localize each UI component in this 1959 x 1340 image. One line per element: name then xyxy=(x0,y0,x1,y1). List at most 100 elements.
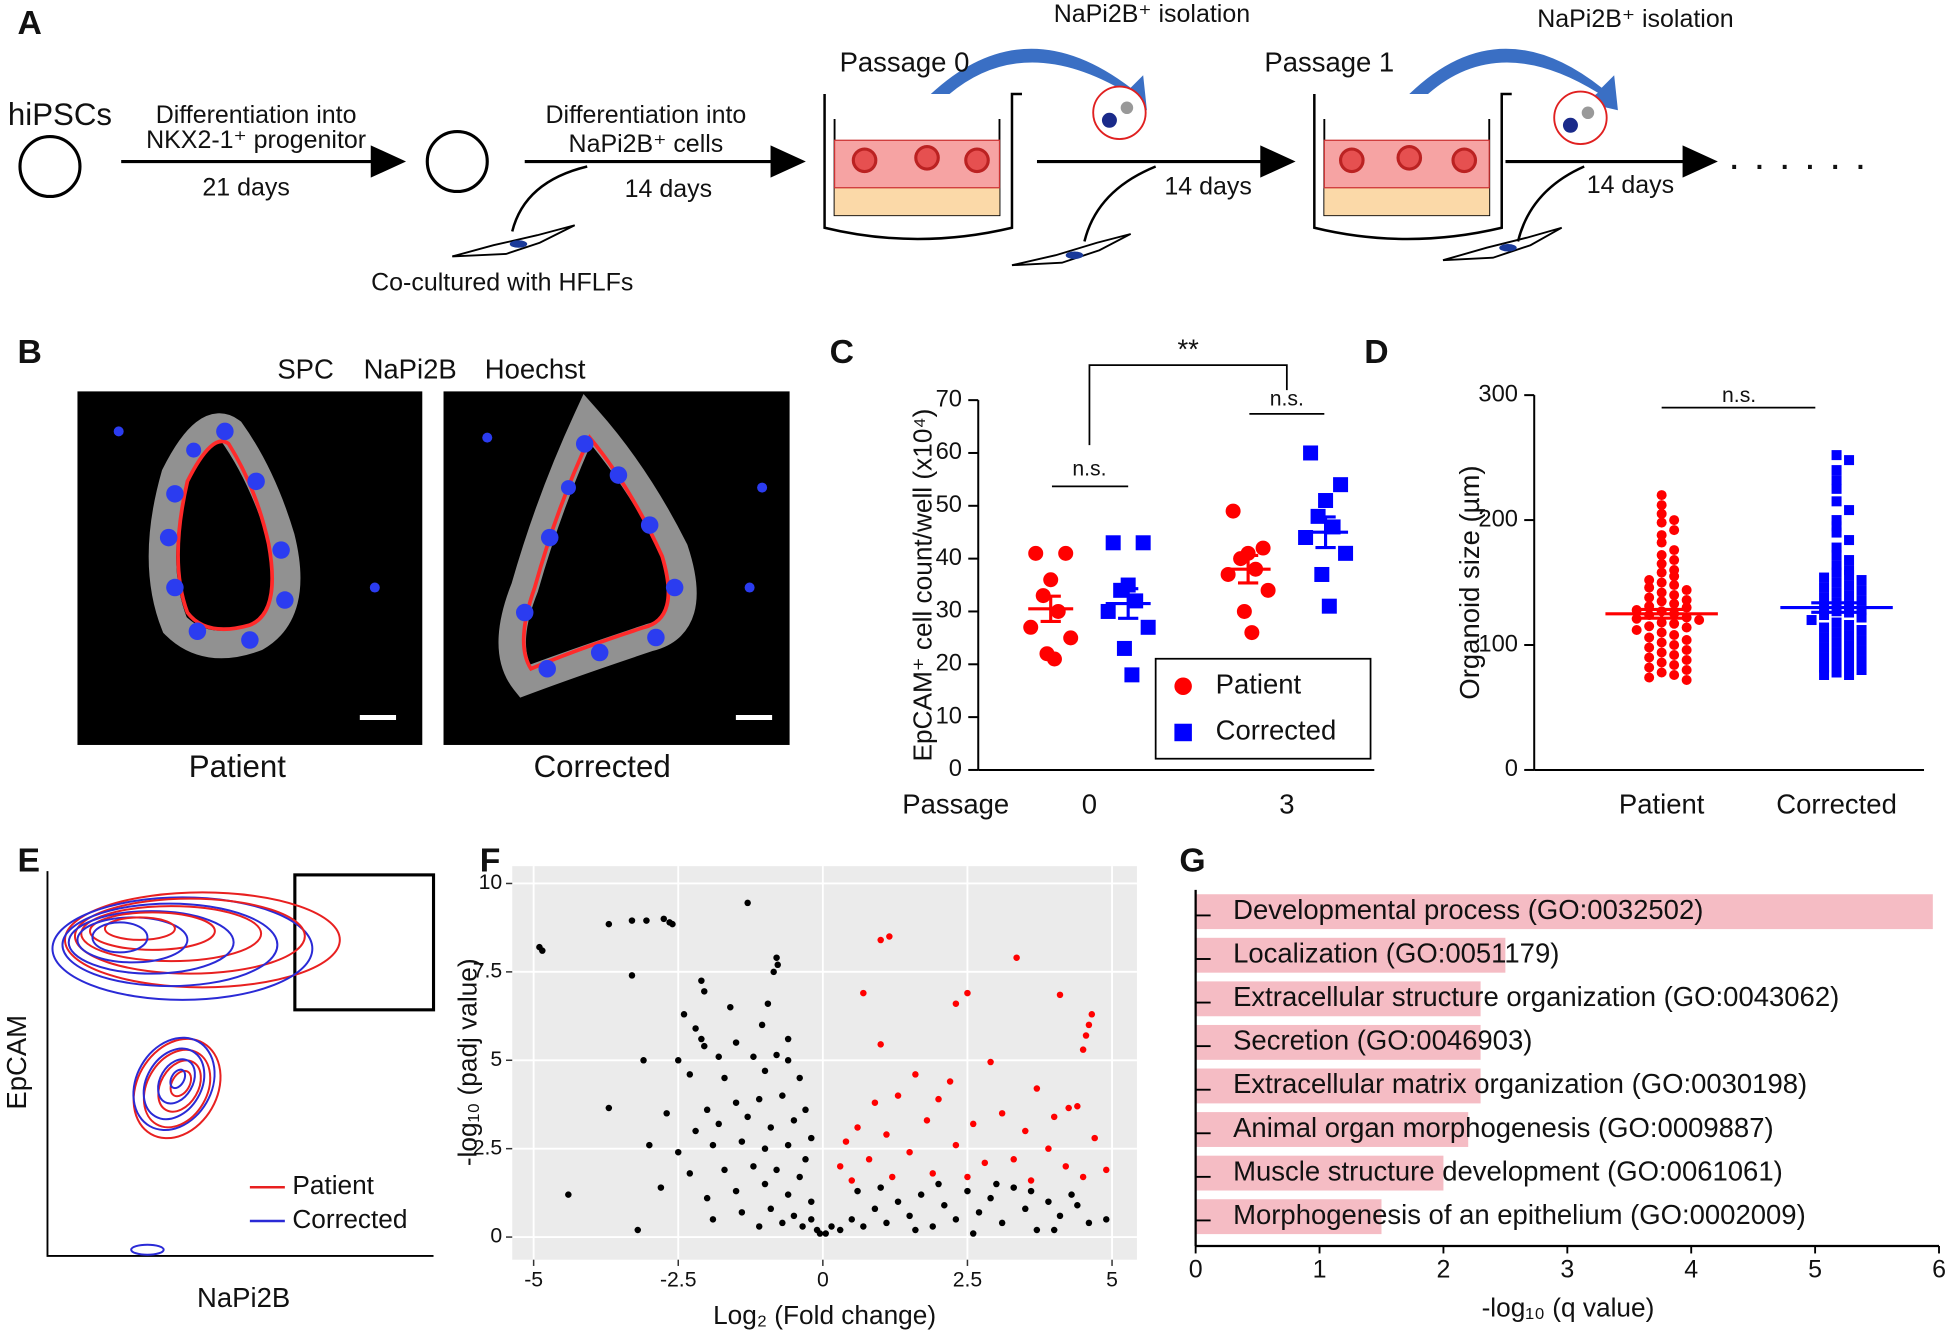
isolated-cell xyxy=(1092,85,1147,140)
y-tick-label: 10 xyxy=(479,871,503,894)
point xyxy=(657,1184,665,1191)
legend-label: Corrected xyxy=(1216,715,1337,746)
point xyxy=(1819,592,1830,603)
arrow-head xyxy=(370,145,407,178)
point xyxy=(1856,595,1867,606)
point xyxy=(686,1071,694,1078)
point xyxy=(539,947,546,954)
point xyxy=(1338,545,1354,561)
point xyxy=(1318,493,1334,509)
y-tick-label: 70 xyxy=(936,386,962,412)
point xyxy=(1656,627,1667,638)
point xyxy=(628,917,636,924)
category-label: Localization (GO:0051179) xyxy=(1233,938,1559,969)
contour xyxy=(91,921,149,954)
point xyxy=(1644,662,1655,673)
point xyxy=(1819,632,1830,643)
point xyxy=(784,1057,792,1064)
x-tick-label: 2.5 xyxy=(953,1269,983,1292)
point xyxy=(1856,575,1867,586)
point xyxy=(1043,572,1059,588)
point xyxy=(1669,515,1680,526)
point xyxy=(1656,657,1667,668)
point xyxy=(1236,603,1252,619)
point xyxy=(1103,1166,1110,1174)
point xyxy=(1819,670,1830,680)
point xyxy=(767,1124,775,1131)
point xyxy=(1079,1173,1087,1181)
annotation: n.s. xyxy=(1270,388,1304,411)
y-tick-label: 10 xyxy=(936,703,962,729)
point xyxy=(1831,560,1842,571)
stain-label: Hoechst xyxy=(485,354,586,385)
x-tick-label: 3 xyxy=(1560,1256,1574,1284)
point xyxy=(1831,515,1842,526)
point xyxy=(1244,625,1260,641)
point xyxy=(767,1205,775,1213)
point xyxy=(1105,535,1121,551)
x-tick-label: 0 xyxy=(1189,1256,1203,1284)
image-label: Patient xyxy=(189,749,287,784)
point xyxy=(764,1000,772,1007)
plot-background xyxy=(512,866,1137,1260)
category-label: Extracellular structure organization (GO… xyxy=(1233,981,1839,1012)
point xyxy=(964,1187,971,1195)
point xyxy=(877,936,884,944)
panel-label: F xyxy=(480,841,501,879)
x-axis-label: -log₁₀ (q value) xyxy=(1482,1293,1655,1323)
point xyxy=(871,1205,879,1213)
x-tick-label: 0 xyxy=(817,1269,829,1292)
days-label: 14 days xyxy=(1587,171,1674,199)
point xyxy=(1694,615,1705,626)
continuation: . . . . . . xyxy=(1730,144,1869,175)
point xyxy=(802,1106,809,1114)
contour xyxy=(80,905,263,963)
point xyxy=(686,1170,694,1177)
y-axis-label: EpCAM xyxy=(1,1015,32,1110)
point xyxy=(755,1223,763,1230)
dish xyxy=(1313,92,1512,241)
point xyxy=(703,1194,711,1202)
bar xyxy=(1195,937,1506,973)
x-tick-label: 3 xyxy=(1279,788,1294,819)
point xyxy=(1856,645,1867,656)
point xyxy=(1644,621,1655,632)
stain-labels: SPC NaPi2B Hoechst xyxy=(277,354,586,385)
point xyxy=(906,1212,913,1220)
x-tick-label: 0 xyxy=(1082,788,1097,819)
point xyxy=(1806,615,1817,626)
isolation-label: NaPi2B⁺ isolation xyxy=(1537,5,1733,33)
point xyxy=(1669,555,1680,566)
point xyxy=(1831,657,1842,668)
point xyxy=(1856,612,1867,623)
point xyxy=(701,1042,708,1050)
point xyxy=(1819,662,1830,673)
contour xyxy=(157,1058,196,1105)
start-label: hiPSCs xyxy=(8,97,112,132)
point xyxy=(854,1124,861,1131)
point xyxy=(1831,465,1842,476)
dish xyxy=(823,92,1022,241)
isolation-label: NaPi2B⁺ isolation xyxy=(1054,0,1250,28)
point xyxy=(1225,503,1241,519)
point xyxy=(969,1230,977,1237)
point xyxy=(1856,585,1867,596)
bar xyxy=(1195,1068,1481,1104)
point xyxy=(865,1156,873,1163)
point xyxy=(1831,475,1842,486)
point xyxy=(1844,590,1855,601)
point xyxy=(1681,645,1692,656)
point xyxy=(1656,617,1667,628)
point xyxy=(1844,650,1855,661)
y-axis-label: EpCAM⁺ cell count/well (x10⁴) xyxy=(907,409,937,762)
point xyxy=(755,1095,763,1103)
point xyxy=(605,1104,613,1112)
point xyxy=(1856,635,1867,646)
point xyxy=(1819,582,1830,593)
point xyxy=(802,1156,809,1163)
point xyxy=(1681,602,1692,613)
panel-label: A xyxy=(17,4,41,42)
point xyxy=(860,1223,867,1230)
point xyxy=(1831,542,1842,553)
x-axis-label: NaPi2B xyxy=(197,1282,290,1313)
